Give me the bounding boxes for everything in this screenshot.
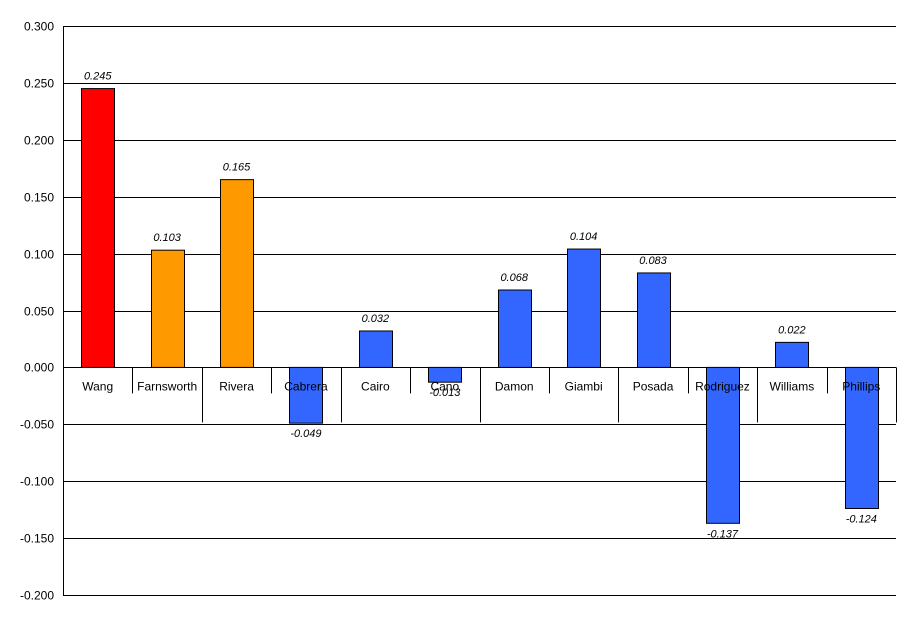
y-tick-label: 0.050 (24, 305, 54, 319)
data-label: -0.137 (707, 528, 739, 540)
data-label: -0.124 (846, 514, 877, 526)
bar-cairo (359, 330, 393, 368)
bar-wang (81, 88, 115, 368)
category-label: Rodriguez (695, 379, 750, 393)
bar-giambi (567, 248, 601, 368)
category-label: Rivera (219, 379, 254, 393)
data-label: 0.103 (153, 232, 181, 244)
data-labels: 0.245 0.103 0.165 -0.049 0.032 -0.013 0.068 0.1… (84, 71, 877, 541)
data-label: 0.165 (223, 162, 251, 174)
category-label: Giambi (565, 379, 603, 393)
bar-damon (498, 289, 532, 368)
bar-posada (637, 272, 671, 368)
bar-farnsworth (151, 249, 185, 368)
axes (63, 26, 897, 595)
y-tick-label: -0.150 (20, 532, 54, 546)
y-tick-label: -0.100 (20, 475, 54, 489)
bar-cano (428, 366, 462, 383)
category-label: Cairo (361, 379, 390, 393)
bar-phillips (845, 366, 879, 510)
data-label: 0.245 (84, 71, 112, 83)
category-label: Posada (633, 379, 674, 393)
category-label: Cano (430, 379, 459, 393)
y-tick-label: 0.000 (24, 361, 54, 375)
category-label: Williams (770, 379, 815, 393)
category-label: Cabrera (284, 379, 328, 393)
y-tick-label: -0.050 (20, 418, 54, 432)
bar-rivera (220, 179, 254, 368)
category-labels: Wang Farnsworth Rivera Cabrera Cairo Cano Damo… (82, 379, 880, 393)
category-label: Wang (82, 379, 113, 393)
y-tick-label: 0.300 (24, 20, 54, 34)
data-label: -0.049 (290, 428, 321, 440)
data-label: -0.013 (429, 387, 461, 399)
y-tick-label: 0.200 (24, 134, 54, 148)
category-label: Damon (495, 379, 534, 393)
data-label: 0.032 (362, 313, 390, 325)
y-tick-label: -0.200 (20, 589, 54, 603)
y-tick-label: 0.250 (24, 77, 54, 91)
category-label: Phillips (842, 379, 880, 393)
y-tick-label: 0.100 (24, 248, 54, 262)
data-label: 0.068 (500, 272, 528, 284)
bar-rodriguez (706, 366, 740, 524)
bar-williams (775, 341, 809, 368)
y-tick-label: 0.150 (24, 191, 54, 205)
gridlines (63, 26, 896, 596)
bar-cabrera (289, 366, 323, 424)
bars (81, 88, 879, 524)
category-label: Farnsworth (137, 379, 197, 393)
data-label: 0.022 (778, 324, 806, 336)
data-label: 0.104 (570, 231, 598, 243)
y-axis-ticks: 0.300 0.250 0.200 0.150 0.100 0.050 0.000 -0.05… (20, 20, 54, 603)
data-label: 0.083 (639, 255, 667, 267)
